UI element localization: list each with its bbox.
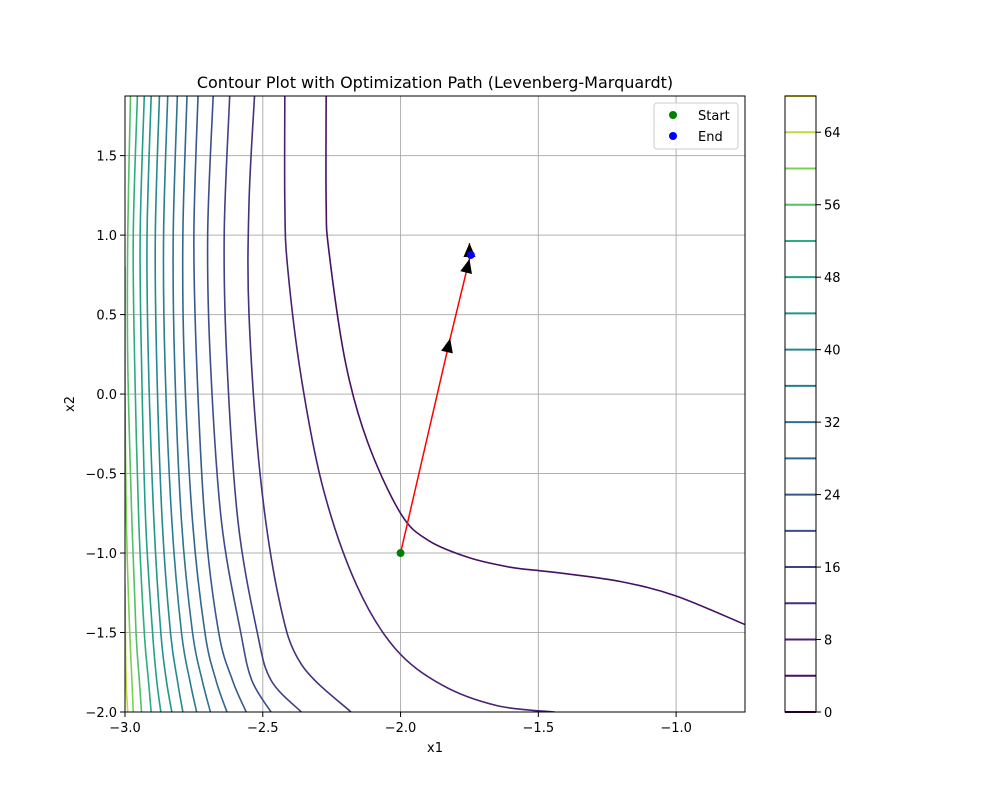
contour-line-60 <box>125 266 135 712</box>
colorbar-frame <box>784 95 817 713</box>
x-tick-label-4: −1.0 <box>660 721 692 736</box>
contour-line-36 <box>162 96 198 712</box>
contour-line-8 <box>283 96 555 712</box>
y-tick-label-3: −0.5 <box>85 468 117 483</box>
start-marker <box>396 549 405 558</box>
contour-line-16 <box>223 96 302 712</box>
x-tick-label-3: −1.5 <box>523 721 555 736</box>
colorbar-tick-label-7: 56 <box>824 199 841 214</box>
y-tick-label-2: −1.0 <box>85 547 117 562</box>
colorbar-tick-label-6: 48 <box>824 271 841 286</box>
contour-line-40 <box>154 96 184 712</box>
contour-line-28 <box>181 96 228 712</box>
contour-line-44 <box>146 96 173 712</box>
colorbar-tick-label-3: 24 <box>824 489 841 504</box>
contour-lines <box>125 96 745 712</box>
x-axis-label: x1 <box>427 741 443 756</box>
y-tick-label-1: −1.5 <box>85 627 117 642</box>
colorbar: 0 8 16 24 32 40 48 56 64 <box>784 95 841 721</box>
contour-line-12 <box>247 96 352 712</box>
colorbar-tick-label-1: 8 <box>824 634 832 649</box>
colorbar-background <box>785 96 816 712</box>
x-tick-label-2: −2.0 <box>385 721 417 736</box>
y-tick-label-4: 0.0 <box>96 388 117 403</box>
colorbar-tick-label-8: 64 <box>824 126 841 141</box>
end-marker <box>466 250 475 259</box>
y-tick-label-0: −2.0 <box>85 706 117 721</box>
legend-start-label: Start <box>698 109 730 124</box>
legend-end-label: End <box>698 130 723 145</box>
contour-line-56 <box>126 96 143 712</box>
x-axis-ticks: −3.0 −2.5 −2.0 −1.5 −1.0 <box>109 712 692 736</box>
y-axis-label: x2 <box>63 396 78 412</box>
legend-start-marker <box>669 111 677 119</box>
x-tick-label-1: −2.5 <box>247 721 279 736</box>
legend-end-marker <box>669 132 677 140</box>
path-arrow-1 <box>460 258 472 274</box>
contour-line-20 <box>206 96 272 712</box>
colorbar-tick-label-2: 16 <box>824 561 841 576</box>
path-arrow-0 <box>441 338 453 354</box>
path-segment-0 <box>399 338 451 554</box>
optimization-path <box>396 243 476 558</box>
y-tick-label-5: 0.5 <box>96 309 117 324</box>
colorbar-tick-label-5: 40 <box>824 344 841 359</box>
legend: Start End <box>653 102 739 150</box>
plot-frame <box>124 95 746 713</box>
contour-line-52 <box>132 96 152 712</box>
colorbar-tick-label-4: 32 <box>824 416 841 431</box>
x-tick-label-0: −3.0 <box>109 721 141 736</box>
y-tick-label-6: 1.0 <box>96 229 117 244</box>
colorbar-tick-label-0: 0 <box>824 706 832 721</box>
contour-line-24 <box>193 96 247 712</box>
contour-line-4 <box>325 96 745 626</box>
y-tick-label-7: 1.5 <box>96 150 117 165</box>
contour-line-32 <box>172 96 212 712</box>
chart-title: Contour Plot with Optimization Path (Lev… <box>197 73 673 92</box>
y-axis-ticks: −2.0 −1.5 −1.0 −0.5 0.0 0.5 1.0 1.5 <box>85 150 125 721</box>
contour-line-48 <box>139 96 162 712</box>
